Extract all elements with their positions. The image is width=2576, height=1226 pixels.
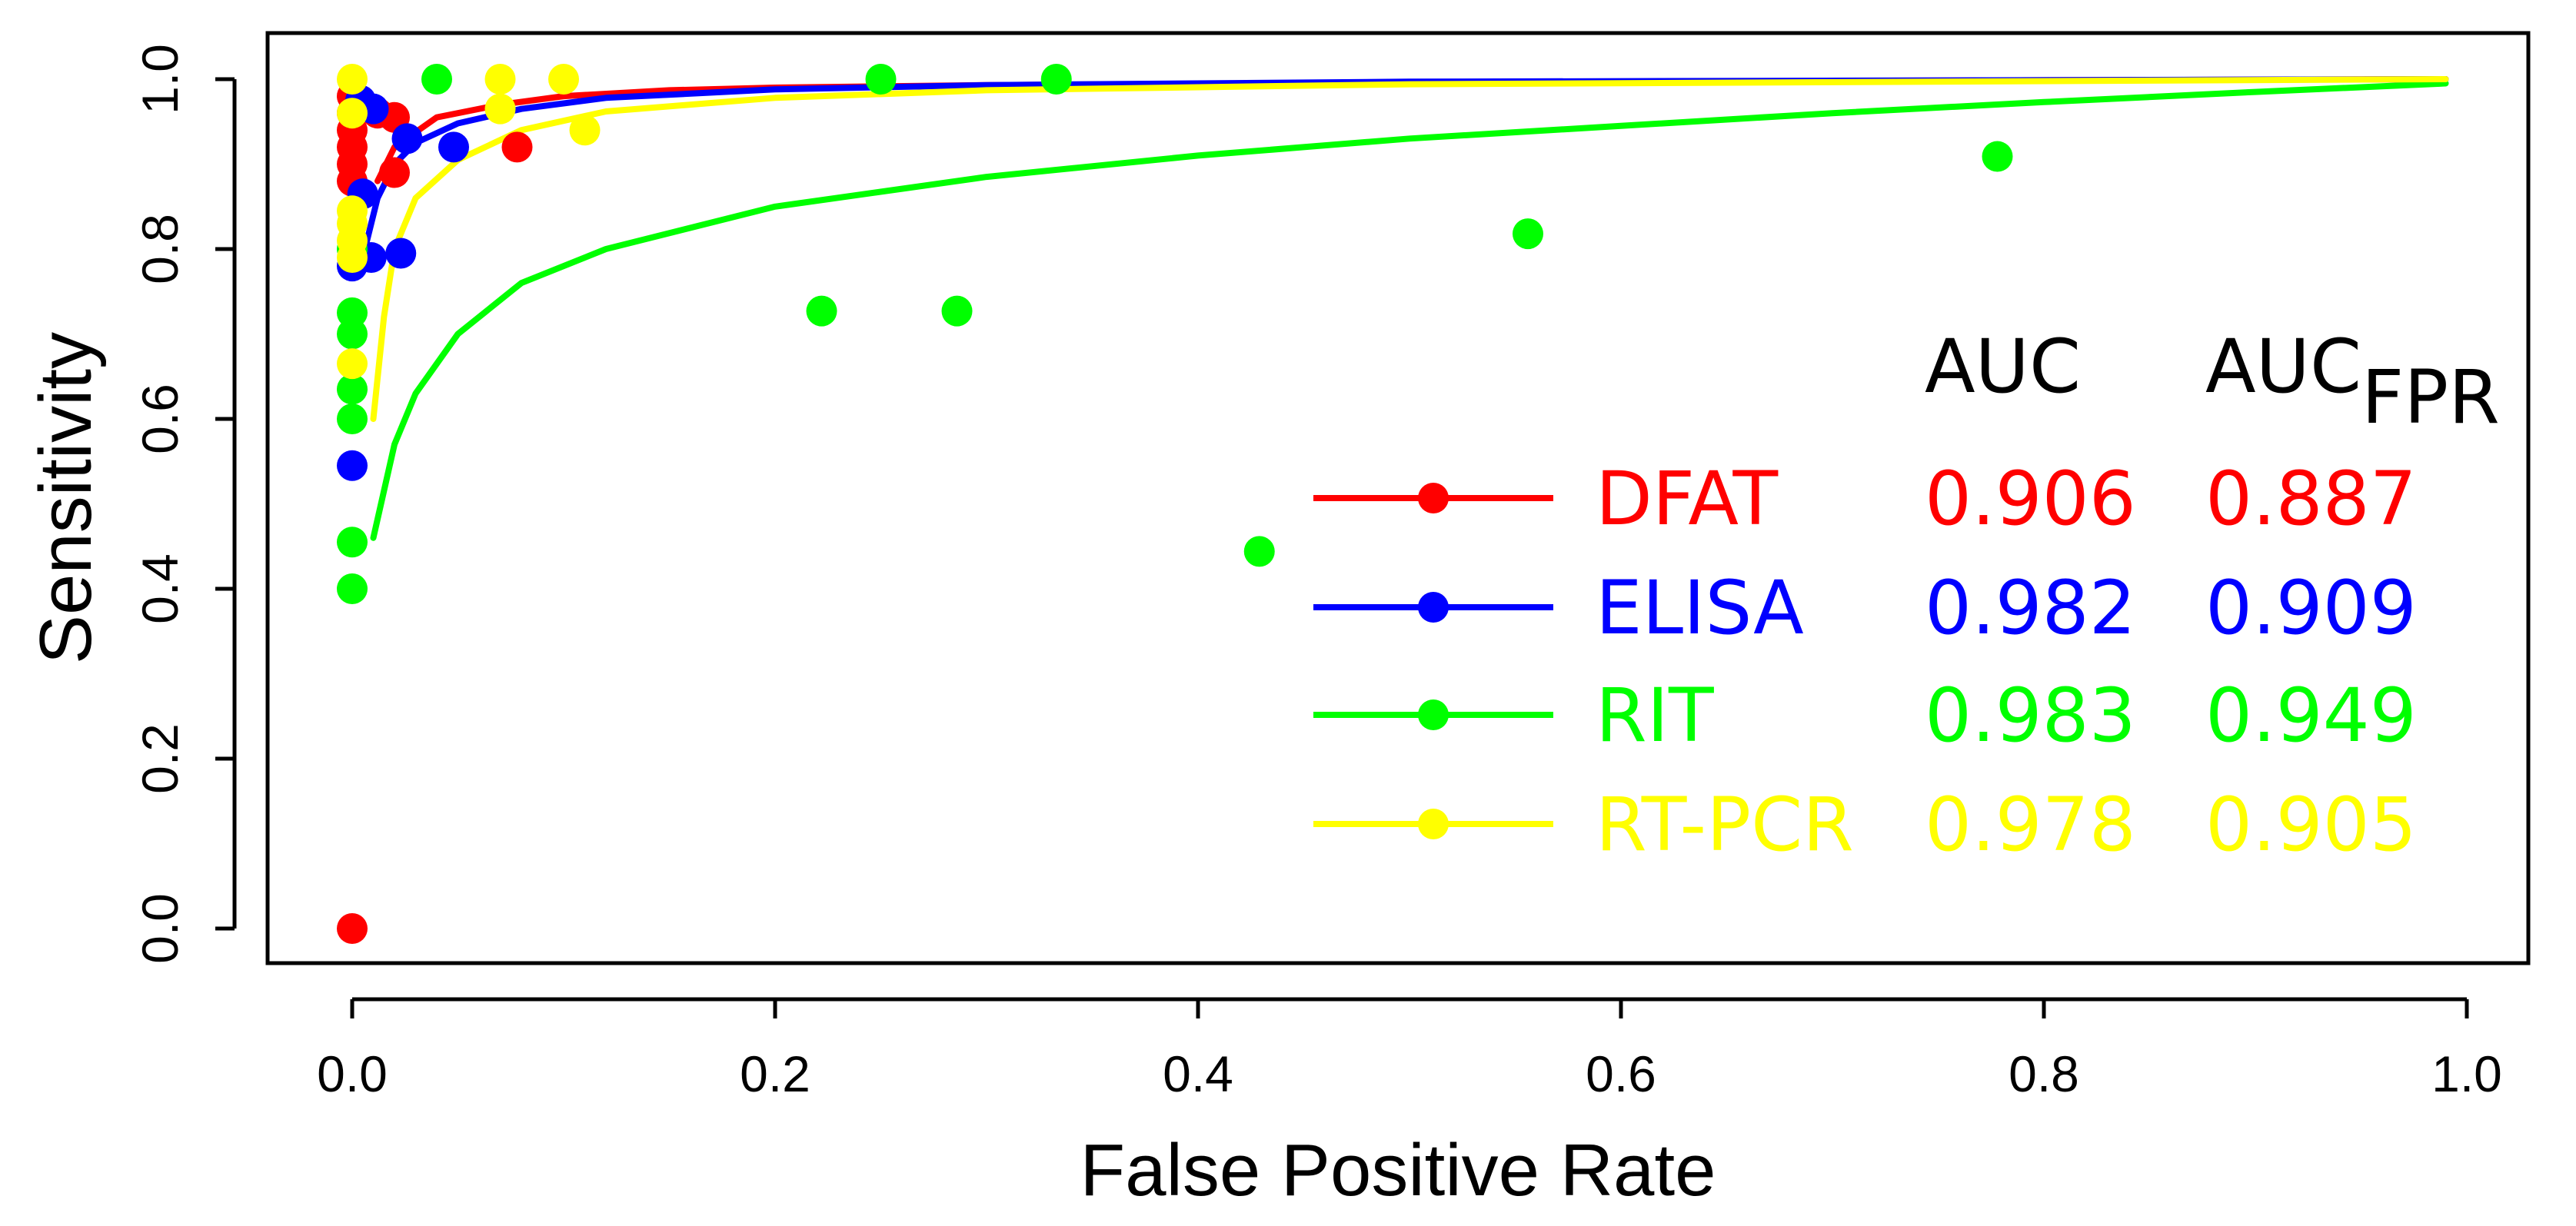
legend-auc-elisa: 0.982 [1925,565,2136,651]
point-rit [337,297,368,328]
point-dfat [501,131,533,163]
legend-auc-fpr-elisa: 0.909 [2205,565,2417,651]
point-rt-pcr [569,115,601,146]
y-tick-label: 0.4 [131,553,188,624]
point-rt-pcr [484,93,516,125]
point-rt-pcr [337,348,368,380]
x-tick-label: 1.0 [2431,1045,2502,1102]
point-rt-pcr [337,98,368,129]
point-rt-pcr [548,64,579,95]
x-axis-title: False Positive Rate [1080,1129,1716,1211]
legend-label-rt-pcr: RT-PCR [1596,782,1854,868]
curve-rt-pcr [370,76,2449,422]
curve-rit [370,80,2449,541]
point-rit [1982,141,2013,172]
point-rit [337,318,368,350]
point-rt-pcr [337,64,368,95]
point-rt-pcr [337,195,368,227]
legend-header-auc-fpr-main: AUC [2205,324,2361,410]
x-tick-label: 0.2 [740,1045,810,1102]
legend-auc-rt-pcr: 0.978 [1925,782,2136,868]
legend-label-rit: RIT [1596,673,1714,759]
series-points [337,64,2013,944]
y-tick-label: 0.8 [131,214,188,284]
legend-auc-fpr-rit: 0.949 [2205,673,2417,759]
point-rit [337,374,368,405]
plot-frame [265,31,2531,965]
legend-label-elisa: ELISA [1596,565,1804,651]
point-elisa [385,238,417,269]
x-tick-label: 0.8 [2009,1045,2079,1102]
y-tick-label: 0.0 [131,893,188,964]
x-tick-label: 0.4 [1163,1045,1233,1102]
point-dfat [337,913,368,944]
legend-auc-fpr-rt-pcr: 0.905 [2205,782,2417,868]
point-elisa [391,123,423,154]
y-tick-label: 0.2 [131,723,188,794]
legend-auc-dfat: 0.906 [1925,456,2136,542]
y-tick-label: 0.6 [131,384,188,454]
axes: 0.0 0.2 0.4 0.6 0.8 1.0 0.0 0.2 0.4 0.6 0.8 1.0 [131,44,2502,1102]
point-rit [941,295,973,327]
y-tick-label: 1.0 [131,44,188,115]
point-dfat [379,157,410,188]
legend-header-auc: AUC [1925,324,2081,410]
legend-marker-rt-pcr [1418,809,1449,839]
y-axis-title: Sensitivity [25,332,107,664]
legend-header-auc-fpr: AUCFPR [2205,324,2500,440]
point-rit [1513,218,1543,250]
point-rt-pcr [484,64,516,95]
point-elisa [337,450,368,481]
point-rit [337,404,368,434]
legend-label-dfat: DFAT [1596,456,1779,542]
point-rit [337,527,368,558]
point-rit [1243,536,1275,567]
point-rit [865,64,897,95]
point-rit [421,64,452,95]
legend-marker-elisa [1418,592,1449,623]
x-tick-label: 0.6 [1586,1045,1656,1102]
point-rit [337,573,368,604]
legend-auc-rit: 0.983 [1925,673,2136,759]
legend-auc-fpr-dfat: 0.887 [2205,456,2417,542]
legend-header-auc-fpr-sub: FPR [2361,354,2500,440]
point-rit [806,295,837,327]
legend-marker-rit [1418,699,1449,730]
legend-marker-dfat [1418,483,1449,513]
point-rit [1040,64,1072,95]
point-elisa [438,131,469,163]
x-tick-label: 0.0 [317,1045,388,1102]
